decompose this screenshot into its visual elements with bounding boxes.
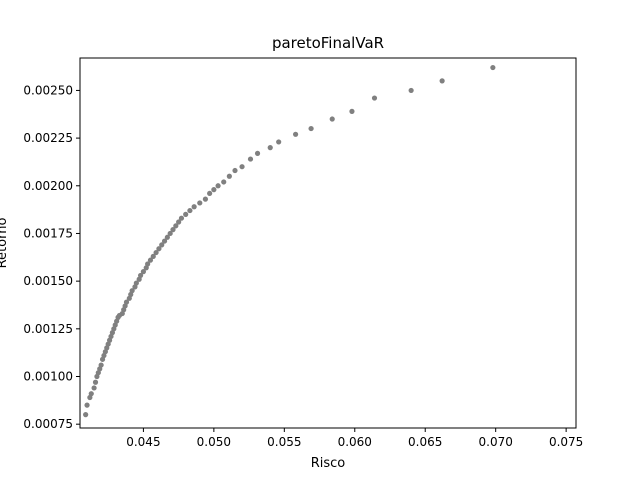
data-point	[161, 238, 168, 244]
data-point	[329, 116, 335, 122]
y-tick-label: 0.00175	[23, 226, 73, 240]
data-point	[153, 249, 159, 256]
data-point	[164, 234, 170, 240]
data-point	[221, 179, 227, 185]
data-point	[232, 167, 238, 174]
data-point	[98, 362, 104, 368]
data-point	[84, 402, 90, 408]
data-point	[183, 211, 189, 217]
x-tick-label: 0.075	[549, 435, 583, 449]
x-tick-label: 0.070	[479, 435, 513, 449]
data-point	[91, 385, 97, 391]
data-point	[239, 164, 245, 170]
data-point	[92, 379, 99, 385]
data-point	[137, 272, 144, 279]
data-point	[247, 156, 254, 162]
y-tick-label: 0.00225	[23, 131, 73, 145]
data-point	[156, 246, 162, 252]
data-point	[147, 257, 154, 263]
data-point	[150, 253, 156, 259]
data-point	[140, 269, 147, 275]
data-point	[215, 183, 221, 189]
data-point	[490, 64, 496, 71]
y-tick-label: 0.00075	[23, 417, 73, 431]
data-point	[308, 125, 314, 132]
data-point	[408, 87, 414, 94]
y-axis-label: Retorno	[0, 218, 10, 269]
data-point	[267, 145, 273, 151]
data-point	[211, 187, 217, 193]
data-point	[83, 412, 89, 418]
y-tick-label: 0.00125	[23, 322, 73, 336]
data-point	[371, 95, 378, 101]
data-point	[292, 131, 299, 137]
data-point	[191, 204, 197, 210]
data-point	[276, 139, 282, 145]
data-point	[129, 288, 135, 294]
points-layer	[83, 64, 496, 418]
data-point	[202, 196, 209, 202]
x-tick-label: 0.065	[408, 435, 442, 449]
data-point	[187, 207, 193, 214]
plot-frame	[79, 57, 577, 429]
y-tick-label: 0.00200	[23, 179, 73, 193]
data-point	[123, 299, 130, 305]
y-tick-label: 0.00150	[23, 274, 73, 288]
data-point	[145, 261, 151, 267]
data-point	[178, 215, 185, 221]
data-point	[197, 200, 203, 206]
x-tick-label: 0.060	[338, 435, 372, 449]
x-tick-label: 0.055	[267, 435, 301, 449]
x-tick-label: 0.050	[197, 435, 231, 449]
data-point	[173, 223, 179, 229]
data-point	[226, 173, 232, 179]
x-axis-label: Risco	[311, 456, 346, 471]
chart-title: paretoFinalVaR	[272, 34, 384, 52]
data-point	[159, 242, 165, 248]
y-tick-label: 0.00100	[23, 370, 73, 384]
x-axis: 0.045 0.050 0.055 0.060 0.065 0.070 0.075	[126, 428, 583, 449]
data-point	[167, 230, 173, 237]
data-point	[349, 108, 355, 114]
data-point	[207, 190, 213, 197]
x-tick-label: 0.045	[126, 435, 160, 449]
y-tick-label: 0.00250	[23, 83, 73, 97]
y-axis: 0.00075 0.00100 0.00125 0.00150 0.00175 0.002…	[23, 83, 80, 431]
data-point	[133, 280, 139, 286]
data-point	[170, 227, 176, 233]
data-point	[88, 391, 94, 397]
data-point	[254, 150, 261, 156]
data-point	[439, 78, 445, 84]
data-point	[176, 219, 182, 225]
